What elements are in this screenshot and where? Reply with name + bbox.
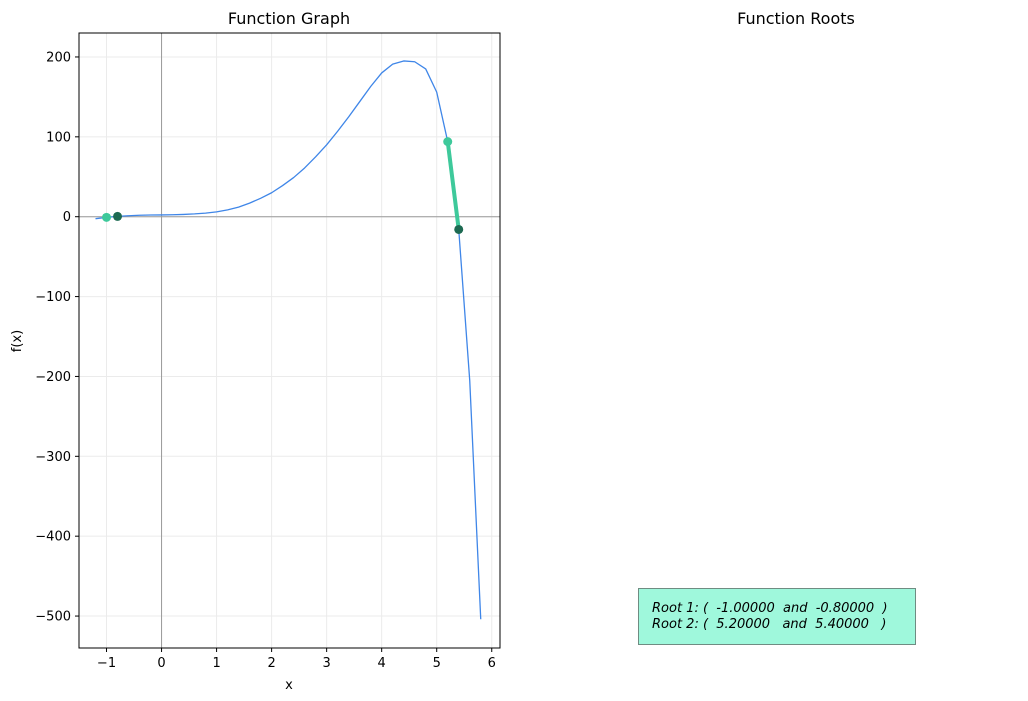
grid (79, 33, 500, 648)
root-row-2: Root 2: ( 5.20000 and 5.40000 ) (652, 617, 887, 632)
x-ticks: −1 0 1 2 3 4 5 6 (97, 648, 496, 671)
x-tick-label: 6 (488, 656, 496, 671)
root-bracket-point (443, 137, 453, 147)
y-tick-label: −100 (35, 290, 71, 305)
x-axis-label: x (285, 678, 293, 693)
root-bracket-point (102, 212, 112, 222)
y-tick-label: −200 (35, 370, 71, 385)
x-tick-label: 3 (323, 656, 331, 671)
x-tick-label: −1 (97, 656, 116, 671)
x-tick-label: 4 (378, 656, 386, 671)
root-bracket-point (454, 224, 464, 234)
x-tick-label: 1 (212, 656, 220, 671)
x-tick-label: 0 (157, 656, 165, 671)
chart-title: Function Graph (228, 9, 350, 28)
series-layer (95, 60, 482, 620)
y-axis-label: f(x) (10, 330, 25, 352)
points-layer (102, 137, 464, 234)
y-tick-label: −300 (35, 450, 71, 465)
y-tick-label: 100 (46, 130, 71, 145)
function-curve (95, 60, 482, 620)
plot-background (79, 33, 500, 648)
y-tick-label: −500 (35, 610, 71, 625)
x-tick-label: 2 (267, 656, 275, 671)
highlight-layer (445, 139, 461, 232)
y-tick-label: −400 (35, 530, 71, 545)
x-tick-label: 5 (433, 656, 441, 671)
zero-lines (79, 33, 500, 648)
plot-frame (78, 32, 501, 649)
y-tick-label: 200 (46, 50, 71, 65)
y-tick-label: 0 (63, 210, 71, 225)
roots-title: Function Roots (737, 9, 855, 28)
plot-area (78, 32, 501, 649)
y-ticks: 200 100 0 −100 −200 −300 −400 −500 (35, 50, 79, 625)
root-row-1: Root 1: ( -1.00000 and -0.80000 ) (652, 601, 888, 616)
root-bracket-point (113, 211, 123, 221)
root-interval-segment (445, 139, 461, 232)
roots-box: Root 1: ( -1.00000 and -0.80000 ) Root 2:… (638, 588, 916, 645)
